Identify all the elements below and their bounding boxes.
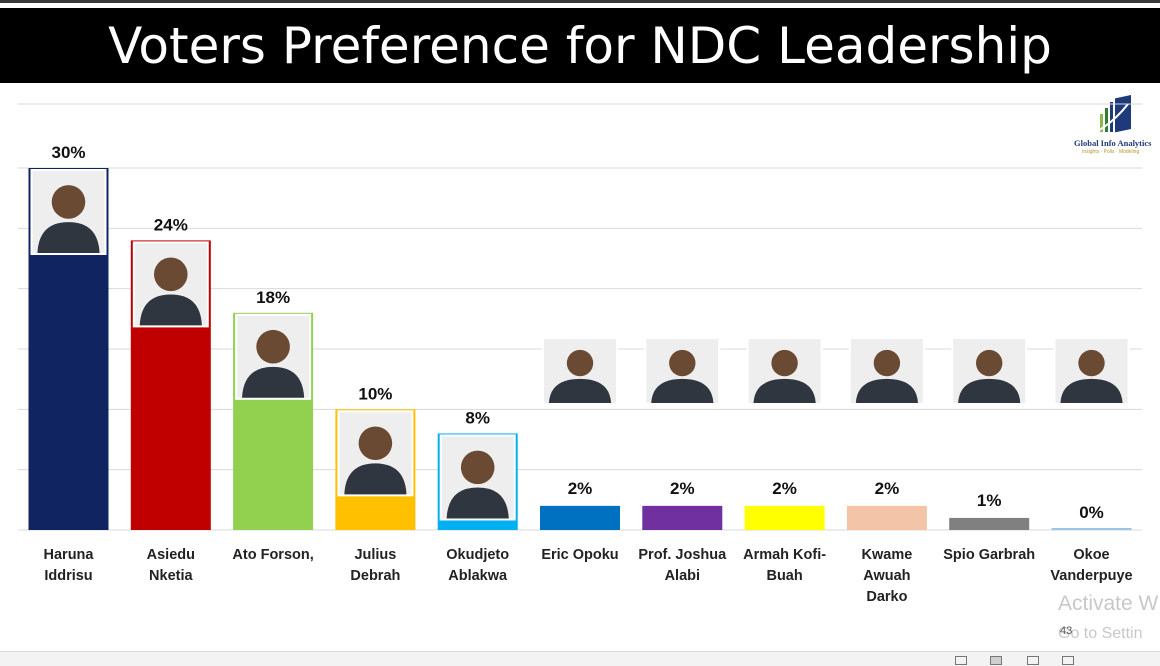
person-icon [139, 294, 202, 326]
person-icon [566, 349, 594, 377]
data-label: 2% [875, 479, 900, 498]
data-label: 8% [465, 408, 490, 427]
category-label: Okudjeto [446, 547, 509, 563]
person-icon [51, 185, 86, 219]
category-label: Spio Garbrah [943, 547, 1035, 563]
settings-watermark: Go to Settin [1058, 625, 1143, 642]
logo-name: Global Info Analytics [1074, 138, 1152, 148]
category-label: Debrah [350, 568, 400, 584]
person-icon [358, 426, 393, 461]
bar [540, 505, 620, 530]
person-icon [651, 378, 714, 403]
person-icon [1078, 349, 1105, 377]
category-label: Buah [766, 568, 802, 584]
chart-title-bar: Voters Preference for NDC Leadership [0, 8, 1160, 83]
category-label: Julius [354, 547, 396, 563]
person-icon [256, 329, 290, 364]
slide-sorter-icon[interactable] [1027, 656, 1039, 665]
data-label: 30% [51, 143, 85, 162]
data-label: 2% [772, 479, 797, 498]
person-icon [873, 349, 901, 377]
person-icon [154, 257, 188, 292]
bar [1051, 528, 1132, 530]
category-label: Prof. Joshua [638, 547, 727, 563]
category-label: Nketia [149, 568, 193, 584]
data-label: 2% [568, 479, 593, 498]
bar-chart: 30% Haruna Iddrisu 24% Asiedu Nketia 18% Ato Fo… [18, 103, 1142, 605]
person-icon [446, 487, 509, 519]
person-icon [344, 463, 407, 495]
person-icon [242, 366, 305, 398]
bar [846, 505, 927, 530]
reading-view-icon[interactable] [990, 656, 1002, 665]
bar [744, 505, 825, 530]
category-label: Haruna [44, 547, 95, 563]
activate-watermark: Activate W [1058, 592, 1159, 615]
data-label: 2% [670, 479, 695, 498]
bar [642, 505, 723, 530]
person-icon [855, 378, 918, 403]
category-label: Awuah [863, 568, 910, 584]
bars [28, 168, 1132, 530]
category-label: Okoe [1073, 547, 1109, 563]
category-label: Alabi [665, 568, 700, 584]
bar [949, 517, 1030, 530]
category-label: Iddrisu [44, 568, 92, 584]
person-icon [958, 378, 1021, 403]
page-number: 43 [1060, 625, 1073, 637]
person-icon [753, 378, 816, 403]
person-icon [976, 349, 1003, 377]
person-icon [669, 349, 696, 377]
logo-tagline: Insights · Polls · Modeling [1082, 149, 1140, 155]
person-icon [771, 349, 798, 377]
grid-view-icon[interactable] [1062, 656, 1074, 665]
data-label: 24% [154, 215, 188, 234]
category-label: Armah Kofi- [743, 547, 826, 563]
status-bar [0, 651, 1160, 666]
labels: 30% Haruna Iddrisu 24% Asiedu Nketia 18% Ato Fo… [44, 143, 1133, 605]
category-label: Ato Forson, [232, 547, 313, 563]
category-label: Eric Opoku [541, 547, 618, 563]
person-icon [548, 378, 612, 403]
normal-view-icon[interactable] [955, 656, 967, 665]
data-label: 18% [256, 288, 290, 307]
category-label: Asiedu [147, 547, 195, 563]
chart-title: Voters Preference for NDC Leadership [108, 16, 1052, 75]
category-label: Ablakwa [448, 568, 508, 584]
person-icon [37, 222, 100, 253]
category-label: Vanderpuye [1050, 568, 1132, 584]
top-border [0, 0, 1160, 3]
data-label: 0% [1079, 503, 1104, 522]
person-icon [1060, 378, 1123, 403]
data-label: 10% [358, 384, 392, 403]
category-label: Kwame [862, 547, 913, 563]
person-icon [460, 450, 495, 485]
category-label: Darko [866, 589, 907, 605]
data-label: 1% [977, 491, 1002, 510]
